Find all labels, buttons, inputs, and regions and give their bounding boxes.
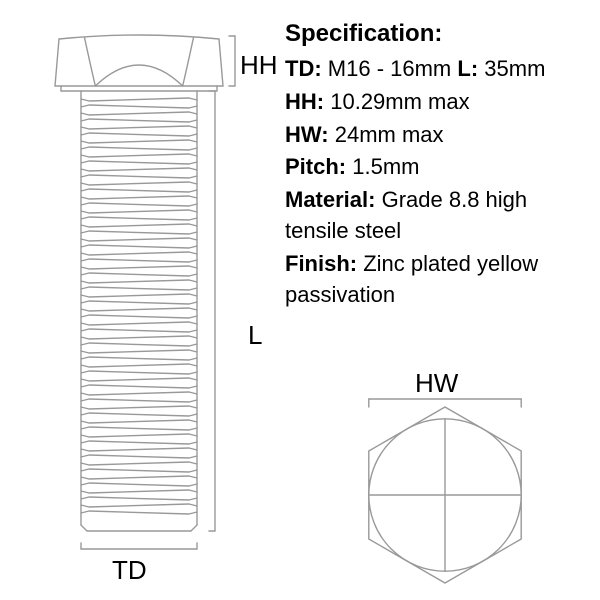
spec-hw-line: HW: 24mm max	[285, 120, 585, 151]
spec-finish-line: Finish: Zinc plated yellow passivation	[285, 249, 585, 311]
spec-material-line: Material: Grade 8.8 high tensile steel	[285, 185, 585, 247]
spec-title: Specification:	[285, 20, 585, 48]
td-dimension-label: TD	[112, 555, 147, 586]
hex-top-view	[330, 370, 560, 590]
hh-dimension-label: HH	[240, 50, 278, 81]
l-dimension-label: L	[248, 320, 262, 351]
bolt-side-view	[25, 20, 265, 600]
spec-hh-line: HH: 10.29mm max	[285, 87, 585, 118]
spec-pitch-line: Pitch: 1.5mm	[285, 152, 585, 183]
spec-td-line: TD: M16 - 16mm L: 35mm	[285, 54, 585, 85]
specification-block: Specification: TD: M16 - 16mm L: 35mm HH…	[285, 20, 585, 312]
